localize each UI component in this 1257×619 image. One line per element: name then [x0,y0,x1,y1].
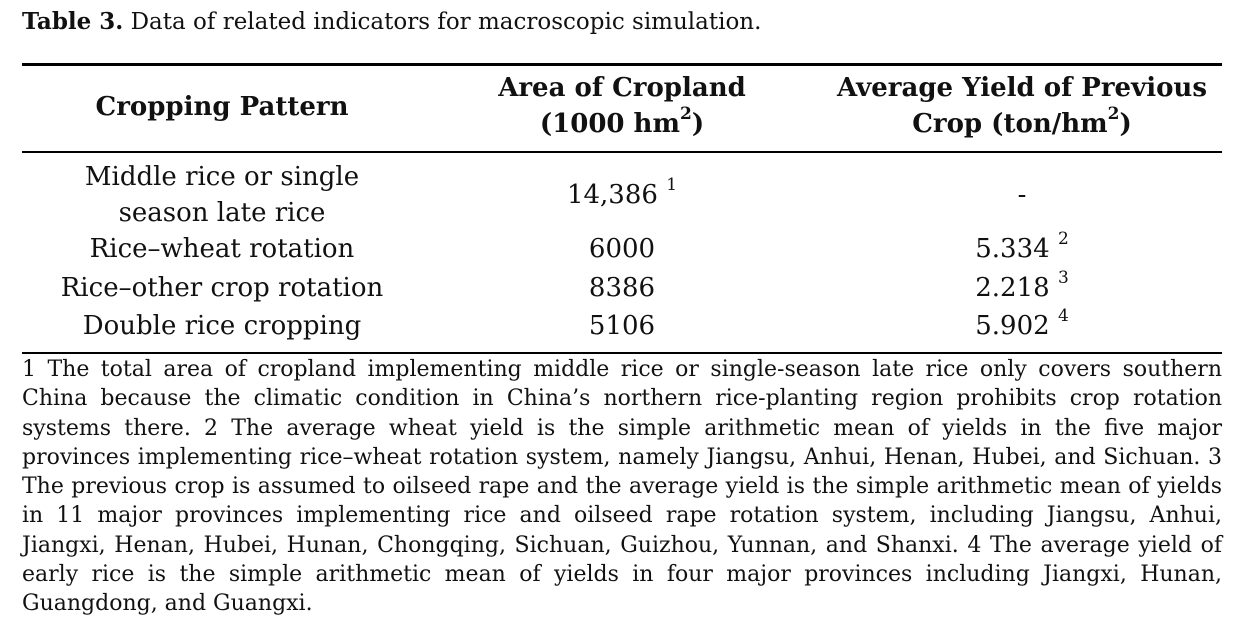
row3-yield-note: 3 [1057,268,1069,289]
row4-pattern: Double rice cropping [82,311,362,341]
row4-yield-value: 5.902 [975,311,1050,341]
top-rule [22,63,1222,66]
header-yield-line2: Crop (ton/hm2) [822,104,1222,142]
header-area-close: ) [691,109,705,139]
row1-area-note: 1 [666,175,678,196]
row2-area: 6000 [588,234,656,264]
row2-pattern: Rice–wheat rotation [89,234,355,264]
caption-label: Table 3. [22,8,124,35]
row1-area: 14,386 1 [422,175,822,213]
header-area-line2: (1000 hm2) [422,104,822,142]
row1-pattern-line2: season late rice [118,198,326,228]
row1-area-value: 14,386 [566,180,658,210]
header-cropping-pattern: Cropping Pattern [95,92,349,122]
bottom-rule [22,352,1222,354]
header-area-line1: Area of Cropland [498,73,746,103]
header-rule [22,151,1222,153]
row1-pattern-line1: Middle rice or single [84,162,360,192]
header-yield-superscript: 2 [1107,104,1120,125]
header-yield-unit: Crop (ton/hm [912,109,1108,139]
row4-yield: 5.902 4 [822,306,1222,344]
header-area-unit: (1000 hm [539,109,680,139]
row3-pattern: Rice–other crop rotation [60,273,384,303]
row2-yield-value: 5.334 [975,234,1050,264]
header-yield-line1: Average Yield of Previous [837,73,1207,103]
table-footnote: 1 The total area of cropland implementin… [22,357,1222,617]
row2-yield-note: 2 [1057,229,1069,250]
header-area-superscript: 2 [679,104,692,125]
row4-yield-note: 4 [1057,306,1069,327]
row3-yield: 2.218 3 [822,268,1222,306]
row4-area: 5106 [588,311,656,341]
row3-area: 8386 [588,273,656,303]
table-caption: Table 3. Data of related indicators for … [22,8,761,35]
row1-yield: - [1017,180,1027,210]
row3-yield-value: 2.218 [975,273,1050,303]
row2-yield: 5.334 2 [822,229,1222,267]
header-yield-close: ) [1119,109,1132,139]
caption-text: Data of related indicators for macroscop… [130,9,762,35]
